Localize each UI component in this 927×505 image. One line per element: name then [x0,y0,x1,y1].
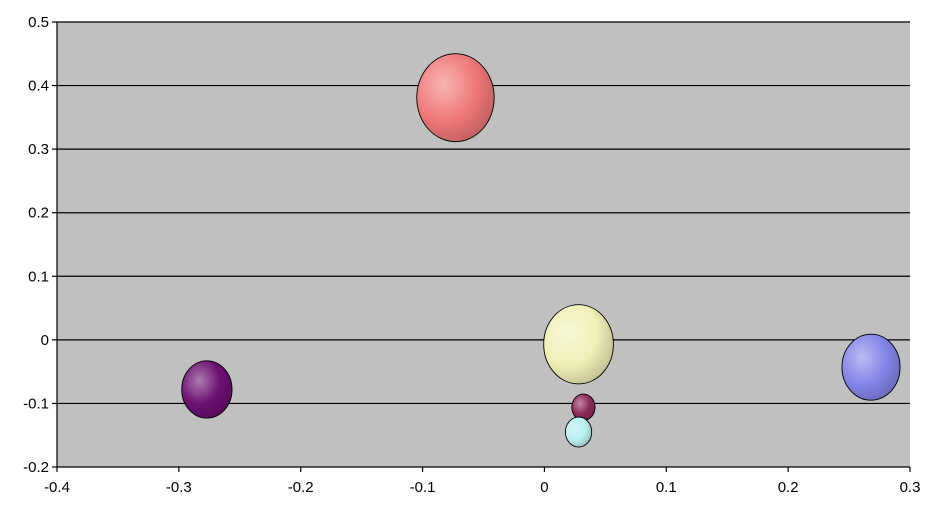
bubble-point [564,416,593,448]
x-tick-label: -0.3 [166,479,192,496]
x-axis-ticks: -0.4 -0.3 -0.2 -0.1 0 0.1 0.2 0.3 [44,467,920,496]
x-tick-label: -0.1 [410,479,436,496]
y-axis-ticks: 0.5 0.4 0.3 0.2 0.1 0 -0.1 -0.2 [23,14,57,476]
y-tick-label: -0.1 [23,395,49,412]
bubble-point [841,333,901,401]
bubble-point [416,53,495,143]
y-tick-label: 0 [41,332,49,349]
x-tick-label: 0.2 [778,479,799,496]
axes [56,22,910,468]
y-tick-label: -0.2 [23,459,49,476]
x-tick-label: 0.3 [900,479,921,496]
bubble-point [543,304,614,385]
y-tick-label: 0.5 [28,14,49,31]
x-tick-label: -0.4 [44,479,70,496]
bubble-point [571,393,596,421]
x-tick-label: 0.1 [656,479,677,496]
bubble-point [181,360,233,419]
y-tick-label: 0.4 [28,78,49,95]
y-tick-label: 0.1 [28,268,49,285]
x-tick-label: 0 [540,479,548,496]
bubbles [181,53,901,448]
x-tick-label: -0.2 [288,479,314,496]
y-tick-label: 0.3 [28,141,49,158]
y-tick-label: 0.2 [28,205,49,222]
